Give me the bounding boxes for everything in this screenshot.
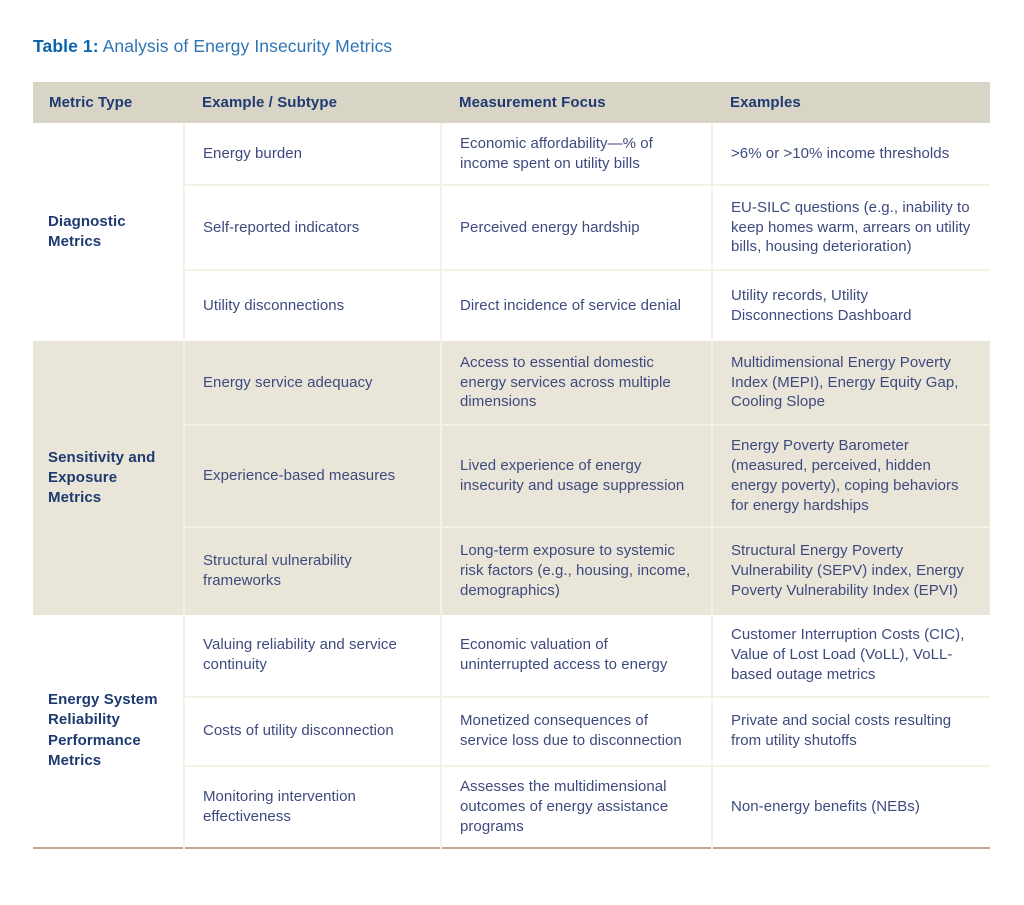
focus-cell: Access to essential domestic energy serv… <box>440 341 712 425</box>
table-row: Structural vulnerability frameworks Long-… <box>33 525 990 615</box>
examples-cell: EU-SILC questions (e.g., inability to ke… <box>711 184 990 270</box>
examples-cell: Non-energy benefits (NEBs) <box>711 764 990 848</box>
focus-cell: Assesses the multidimensional outcomes o… <box>440 764 712 848</box>
table-caption: Table 1: Analysis of Energy Insecurity M… <box>33 36 392 57</box>
examples-cell: Structural Energy Poverty Vulnerability … <box>711 525 990 615</box>
focus-cell: Long-term exposure to systemic risk fact… <box>440 525 712 615</box>
column-header-measurement-focus: Measurement Focus <box>441 82 712 123</box>
subtype-cell: Utility disconnections <box>183 269 441 341</box>
subtype-cell: Costs of utility disconnection <box>183 695 441 766</box>
column-header-examples: Examples <box>712 82 990 123</box>
subtype-cell: Structural vulnerability frameworks <box>183 525 441 615</box>
column-header-metric-type: Metric Type <box>33 82 184 123</box>
table-row: Utility disconnections Direct incidence o… <box>33 269 990 341</box>
table-row: Sensitivity and Exposure Metrics Energy s… <box>33 341 990 615</box>
table-caption-text: Analysis of Energy Insecurity Metrics <box>98 36 393 56</box>
table-row: Experience-based measures Lived experienc… <box>33 424 990 527</box>
subtype-cell: Self-reported indicators <box>183 184 441 270</box>
examples-cell: Utility records, Utility Disconnections … <box>711 269 990 341</box>
examples-cell: >6% or >10% income thresholds <box>711 123 990 185</box>
table-row: Energy System Reliability Performance Me… <box>33 614 990 769</box>
metric-type-cell: Sensitivity and Exposure Metrics <box>33 341 184 615</box>
header-row: Metric Type Example / Subtype Measurement … <box>33 82 990 123</box>
subtype-cell: Energy burden <box>183 123 441 185</box>
table-header: Metric Type Example / Subtype Measurement … <box>33 82 990 123</box>
subtype-cell: Experience-based measures <box>183 424 441 527</box>
table-row: Diagnostic Metrics Energy burden Economic … <box>33 123 990 250</box>
subtype-cell: Energy service adequacy <box>183 341 441 425</box>
subtype-cell: Valuing reliability and service continui… <box>183 614 441 697</box>
energy-insecurity-metrics-table: Metric Type Example / Subtype Measurement … <box>33 82 990 849</box>
metric-type-cell: Energy System Reliability Performance Me… <box>48 691 158 769</box>
column-header-example-subtype: Example / Subtype <box>184 82 441 123</box>
examples-cell: Energy Poverty Barometer (measured, perc… <box>711 424 990 527</box>
focus-cell: Economic affordability—% of income spent… <box>440 123 712 185</box>
focus-cell: Perceived energy hardship <box>440 184 712 270</box>
examples-cell: Customer Interruption Costs (CIC), Value… <box>711 614 990 697</box>
table-row: Costs of utility disconnection Monetized … <box>33 695 990 766</box>
table-row: Monitoring intervention effectiveness Ass… <box>33 764 990 848</box>
focus-cell: Economic valuation of uninterrupted acce… <box>440 614 712 697</box>
table-row: Self-reported indicators Perceived energy… <box>33 184 990 270</box>
focus-cell: Direct incidence of service denial <box>440 269 712 341</box>
metric-type-cell: Diagnostic Metrics <box>48 212 126 250</box>
focus-cell: Monetized consequences of service loss d… <box>440 695 712 766</box>
table-body: Diagnostic Metrics Energy burden Economic … <box>33 123 990 848</box>
examples-cell: Multidimensional Energy Poverty Index (M… <box>711 341 990 425</box>
focus-cell: Lived experience of energy insecurity an… <box>440 424 712 527</box>
table-caption-label: Table 1: <box>33 36 99 56</box>
subtype-cell: Monitoring intervention effectiveness <box>183 764 441 848</box>
examples-cell: Private and social costs resulting from … <box>711 695 990 766</box>
